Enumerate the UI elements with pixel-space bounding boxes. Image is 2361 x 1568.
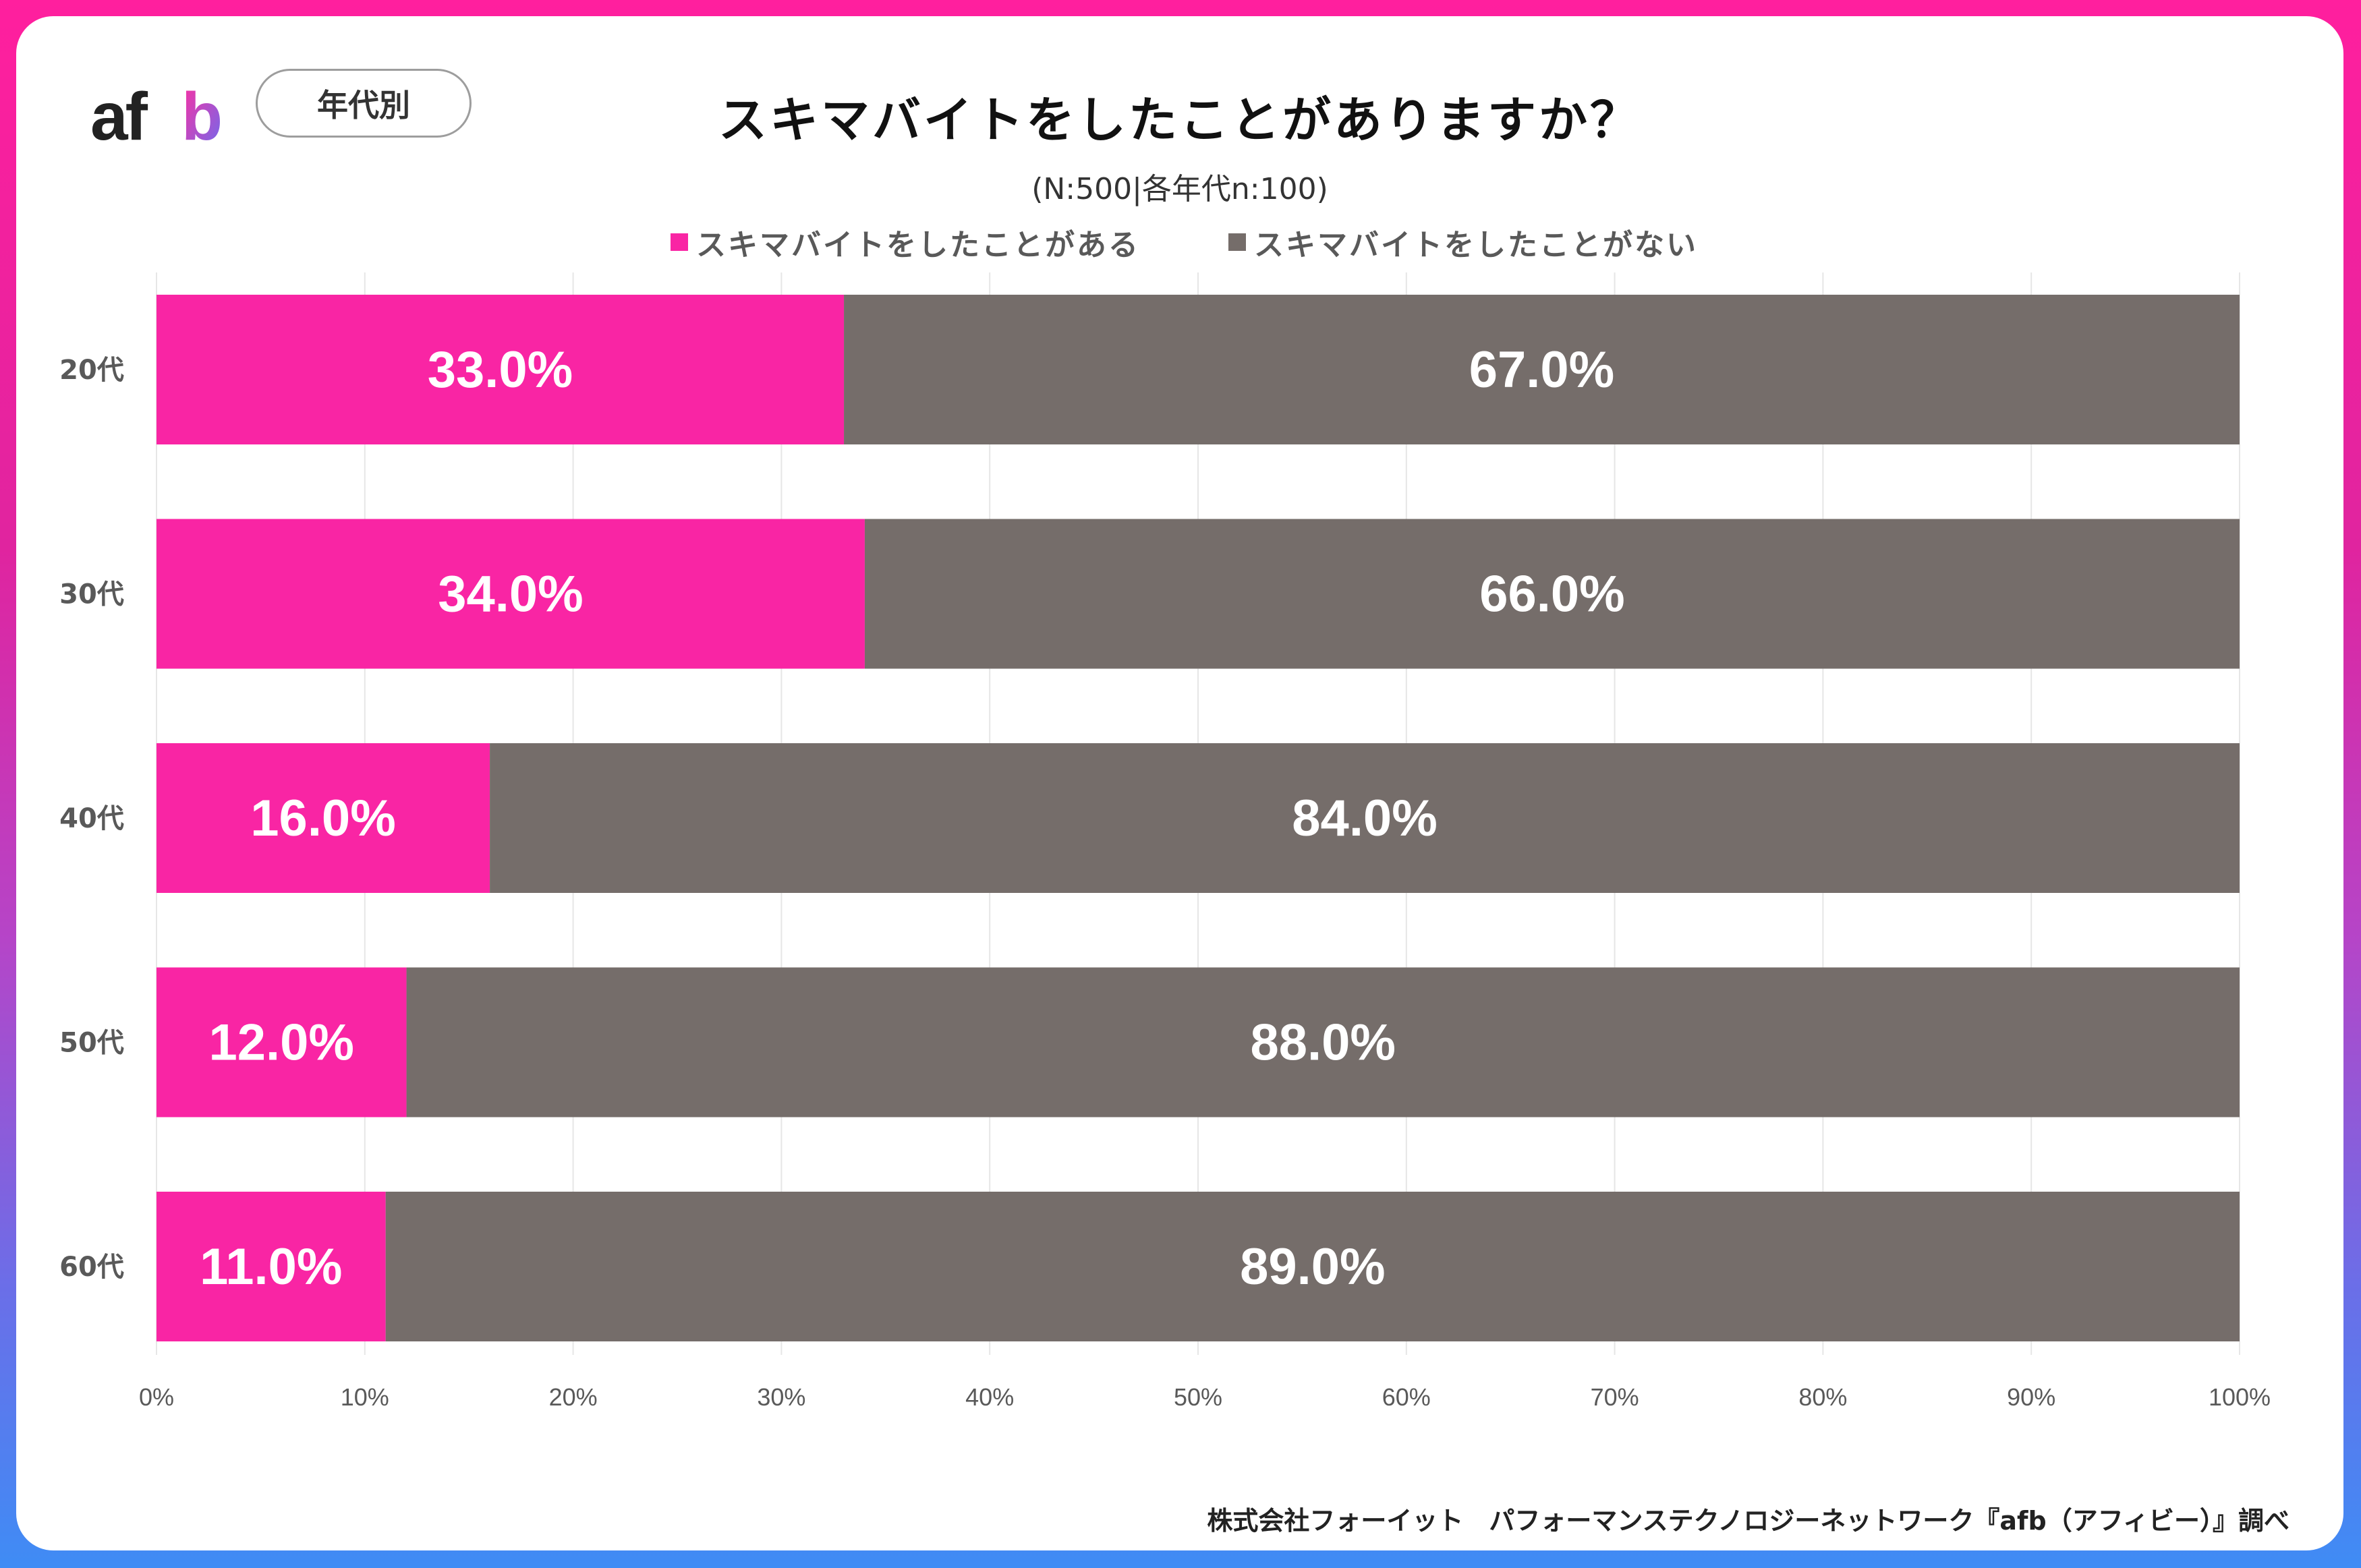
data-label-no: 84.0%	[1292, 790, 1438, 847]
x-tick-label: 70%	[1591, 1383, 1639, 1411]
bar-segment-no	[864, 519, 2240, 669]
data-label-yes: 33.0%	[428, 341, 573, 399]
svg-text:b: b	[181, 80, 223, 154]
x-tick-label: 0%	[139, 1383, 174, 1411]
legend-item-yes: スキマバイトをしたことがある	[671, 222, 1140, 262]
data-label-no: 67.0%	[1469, 341, 1615, 399]
bar-segment-yes	[157, 1192, 386, 1341]
afb-logo: af b	[90, 80, 223, 154]
data-label-yes: 12.0%	[209, 1014, 355, 1072]
bar-segment-yes	[157, 967, 407, 1117]
data-label-yes: 16.0%	[250, 790, 396, 847]
data-label-no: 89.0%	[1240, 1238, 1386, 1296]
bar-segment-no	[406, 967, 2240, 1117]
legend-label-yes: スキマバイトをしたことがある	[696, 228, 1140, 262]
bar-segment-yes	[157, 519, 865, 669]
chart-subtitle: (N:500|各年代n:100)	[1031, 172, 1328, 206]
y-category-label: 50代	[59, 1028, 124, 1059]
legend-swatch-yes	[671, 233, 688, 251]
legend-swatch-no	[1228, 233, 1246, 251]
x-tick-label: 30%	[757, 1383, 805, 1411]
x-tick-label: 20%	[549, 1383, 598, 1411]
chart-title: スキマバイトをしたことがありますか？	[718, 92, 1641, 148]
stacked-bar-chart: 0% 10% 20% 30% 40% 50% 60% 70% 80% 90% 100% 20代 33.0…	[59, 272, 2271, 1411]
data-label-yes: 34.0%	[438, 566, 584, 623]
x-tick-label: 50%	[1174, 1383, 1222, 1411]
y-category-label: 60代	[59, 1252, 124, 1283]
y-category-label: 40代	[59, 803, 124, 834]
age-group-badge: 年代別	[256, 69, 472, 138]
data-label-yes: 11.0%	[200, 1238, 342, 1296]
x-tick-label: 40%	[965, 1383, 1014, 1411]
bar-segment-no	[490, 743, 2240, 893]
x-tick-label: 10%	[341, 1383, 389, 1411]
x-tick-label: 80%	[1798, 1383, 1847, 1411]
bar-segment-no	[844, 295, 2240, 444]
x-tick-label: 90%	[2007, 1383, 2055, 1411]
x-tick-label: 60%	[1382, 1383, 1431, 1411]
data-label-no: 88.0%	[1251, 1014, 1396, 1072]
chart-card: af b 年代別 スキマバイトをしたことがありますか？ (N:500|各年代n:…	[16, 16, 2343, 1550]
y-category-label: 20代	[59, 355, 124, 386]
bar-segment-yes	[157, 295, 845, 444]
svg-text:af: af	[90, 80, 148, 154]
bar-segment-no	[385, 1192, 2240, 1341]
bar-segment-yes	[157, 743, 490, 893]
x-tick-label: 100%	[2209, 1383, 2271, 1411]
survey-credit: 株式会社フォーイット パフォーマンステクノロジーネットワーク『afb（アフィビー…	[1207, 1506, 2289, 1536]
data-label-no: 66.0%	[1479, 566, 1625, 623]
y-category-label: 30代	[59, 579, 124, 610]
legend-item-no: スキマバイトをしたことがない	[1228, 222, 1698, 262]
legend-label-no: スキマバイトをしたことがない	[1254, 228, 1698, 262]
